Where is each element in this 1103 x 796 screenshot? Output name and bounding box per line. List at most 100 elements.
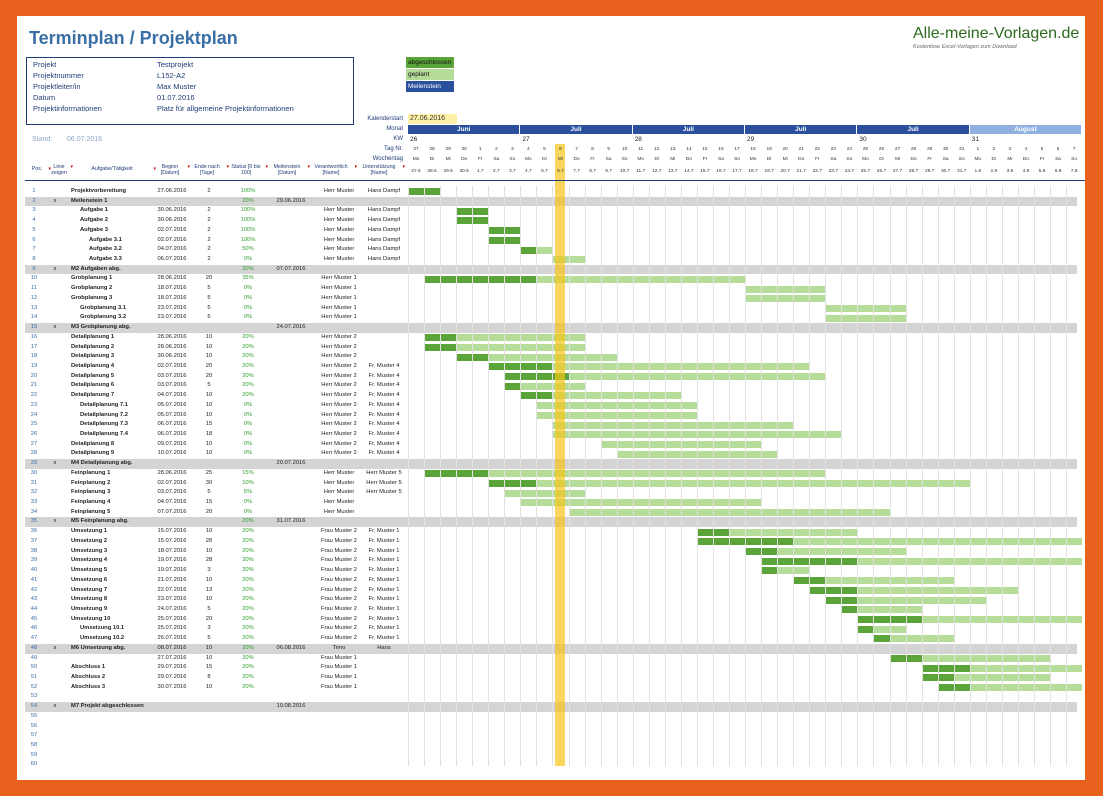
duration-cell[interactable]: 20 <box>205 508 213 515</box>
pos-cell[interactable]: 60 <box>30 761 38 768</box>
col-header-status[interactable]: Status [0 bis 100] ▾ <box>231 164 268 176</box>
table-row[interactable]: 45 Umsetzung 10 25.07.2016 20 20% Frau Muster… <box>25 615 401 625</box>
support-cell[interactable]: Fr. Muster 1 <box>368 615 400 622</box>
table-row[interactable]: 44 Umsetzung 9 24.07.2016 5 20% Frau Muster 2… <box>25 605 401 615</box>
start-cell[interactable]: 02.07.2016 <box>157 226 187 233</box>
table-row[interactable]: 42 Umsetzung 7 22.07.2016 13 20% Frau Muster … <box>25 586 401 596</box>
pos-cell[interactable]: 31 <box>30 479 38 486</box>
pos-cell[interactable]: 7 <box>32 246 36 253</box>
status-cell[interactable]: 0% <box>243 431 253 437</box>
duration-cell[interactable]: 10 <box>205 547 213 554</box>
duration-cell[interactable]: 10 <box>205 401 213 408</box>
info-value[interactable]: L152-A2 <box>157 71 186 80</box>
pos-cell[interactable]: 53 <box>30 693 38 700</box>
duration-cell[interactable]: 10 <box>205 440 213 447</box>
table-row[interactable]: 29 x M4 Detailplanung abg. 20.07.2016 <box>25 459 1077 469</box>
status-cell[interactable]: 20% <box>242 362 254 369</box>
duration-cell[interactable]: 10 <box>205 333 213 340</box>
table-row[interactable]: 7 Aufgabe 3.2 04.07.2016 2 50% Herr Muster Han… <box>25 245 401 255</box>
status-cell[interactable]: 20% <box>242 343 254 350</box>
pos-cell[interactable]: 30 <box>30 469 38 476</box>
status-cell[interactable]: 20% <box>242 353 254 360</box>
responsible-cell[interactable]: Herr Muster <box>323 469 355 476</box>
start-cell[interactable]: 28.06.2016 <box>157 343 187 350</box>
duration-cell[interactable]: 5 <box>207 304 211 311</box>
responsible-cell[interactable]: Herr Muster 1 <box>321 314 357 321</box>
status-cell[interactable]: 0% <box>243 440 253 447</box>
table-row[interactable]: 39 Umsetzung 4 19.07.2016 28 20% Frau Muster … <box>25 556 401 566</box>
pos-cell[interactable]: 47 <box>30 635 38 642</box>
pos-cell[interactable]: 4 <box>32 217 36 224</box>
pos-cell[interactable]: 37 <box>30 537 38 544</box>
pos-cell[interactable]: 59 <box>30 751 38 758</box>
line-toggle-cell[interactable]: x <box>53 265 57 272</box>
support-cell[interactable]: Fr. Muster 1 <box>368 547 400 554</box>
status-cell[interactable]: 20% <box>242 528 254 535</box>
support-cell[interactable]: Fr. Muster 1 <box>368 557 400 564</box>
start-cell[interactable]: 18.07.2016 <box>157 285 187 292</box>
table-row[interactable]: 9 x M2 Aufgaben abg. 20% 07.07.2016 <box>25 264 1077 275</box>
pos-cell[interactable]: 9 <box>32 265 36 272</box>
table-row[interactable]: 41 Umsetzung 6 21.07.2016 10 20% Frau Muster … <box>25 576 401 586</box>
task-cell[interactable]: Feinplanung 5 <box>71 508 111 515</box>
task-cell[interactable]: Detailplanung 4 <box>71 362 115 369</box>
responsible-cell[interactable]: Herr Muster 2 <box>321 431 357 437</box>
start-cell[interactable]: 30.06.2016 <box>157 353 187 360</box>
pos-cell[interactable]: 15 <box>30 324 38 331</box>
responsible-cell[interactable]: Herr Muster <box>323 226 355 233</box>
col-header-pos[interactable]: Pos. ▾ <box>31 166 51 172</box>
start-cell[interactable]: 28.06.2016 <box>157 469 187 476</box>
start-cell[interactable]: 06.07.2016 <box>157 421 187 428</box>
support-cell[interactable]: Fr. Muster 1 <box>368 605 400 612</box>
table-row[interactable]: 34 Feinplanung 5 07.07.2016 20 0% Herr Muster <box>25 508 401 518</box>
support-cell[interactable]: Fr. Muster 4 <box>368 431 400 437</box>
status-cell[interactable]: 20% <box>242 664 254 671</box>
responsible-cell[interactable]: Herr Muster 1 <box>321 285 357 292</box>
start-cell[interactable]: 15.07.2016 <box>157 537 187 544</box>
support-cell[interactable]: Fr. Muster 4 <box>368 450 400 457</box>
start-cell[interactable]: 30.07.2016 <box>157 683 187 690</box>
col-header-support[interactable]: Unterstützung [Name] ▾ <box>362 164 406 176</box>
status-cell[interactable]: 100% <box>240 217 256 224</box>
support-cell[interactable]: Fr. Muster 4 <box>368 392 400 399</box>
pos-cell[interactable]: 38 <box>30 547 38 554</box>
task-cell[interactable]: Detailplanung 8 <box>71 440 115 447</box>
table-row[interactable]: 54 x M7 Projekt abgeschlossen 10.08.2016 <box>25 702 1077 712</box>
responsible-cell[interactable]: Herr Muster <box>323 217 355 224</box>
col-header-responsible[interactable]: Verantwortlich [Name] ▾ <box>314 164 357 176</box>
duration-cell[interactable]: 10 <box>205 576 213 583</box>
pos-cell[interactable]: 14 <box>30 314 38 321</box>
pos-cell[interactable]: 13 <box>30 304 38 311</box>
start-cell[interactable]: 04.07.2016 <box>157 392 187 399</box>
task-cell[interactable]: Abschluss 3 <box>71 683 106 690</box>
table-row[interactable]: 40 Umsetzung 5 19.07.2016 3 20% Frau Muster 2… <box>25 566 401 576</box>
status-cell[interactable]: 20% <box>242 547 254 554</box>
start-cell[interactable]: 19.07.2016 <box>157 567 187 574</box>
start-cell[interactable]: 23.07.2016 <box>157 314 187 321</box>
col-header-task[interactable]: Aufgabe/Tätigkeit ▾ <box>91 166 156 172</box>
pos-cell[interactable]: 39 <box>30 557 38 564</box>
responsible-cell[interactable]: Herr Muster 2 <box>321 372 357 379</box>
duration-cell[interactable]: 10 <box>205 528 213 535</box>
pos-cell[interactable]: 35 <box>30 518 38 525</box>
duration-cell[interactable]: 10 <box>205 411 213 418</box>
support-cell[interactable]: Hans Dampf <box>367 246 401 253</box>
start-cell[interactable]: 30.06.2016 <box>157 217 187 224</box>
table-row[interactable]: 59 <box>25 751 401 761</box>
status-cell[interactable]: 20% <box>242 265 254 272</box>
pos-cell[interactable]: 50 <box>30 664 38 671</box>
pos-cell[interactable]: 56 <box>30 722 38 729</box>
responsible-cell[interactable]: Herr Muster 2 <box>321 353 357 360</box>
duration-cell[interactable]: 5 <box>207 294 211 301</box>
status-cell[interactable]: 100% <box>240 226 256 233</box>
table-row[interactable]: 11 Grobplanung 2 18.07.2016 5 0% Herr Muster … <box>25 284 401 294</box>
support-cell[interactable]: Fr. Muster 4 <box>368 372 400 379</box>
responsible-cell[interactable]: Herr Muster <box>323 188 355 194</box>
status-cell[interactable]: 0% <box>243 411 253 418</box>
table-row[interactable]: 17 Detailplanung 2 28.06.2016 10 20% Herr Mus… <box>25 343 401 353</box>
task-cell[interactable]: Grobplanung 3.2 <box>80 314 127 321</box>
duration-cell[interactable]: 5 <box>207 382 211 389</box>
task-cell[interactable]: Aufgabe 3.2 <box>89 246 122 253</box>
task-cell[interactable]: M2 Aufgaben abg. <box>71 265 121 272</box>
responsible-cell[interactable]: Herr Muster 1 <box>321 304 357 311</box>
